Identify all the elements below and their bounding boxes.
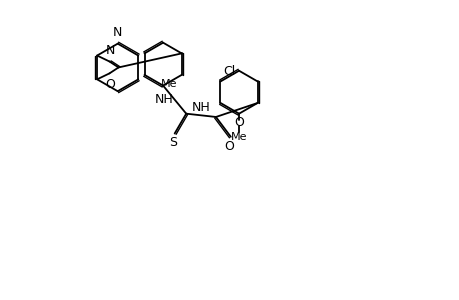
Text: S: S [168,136,177,149]
Text: NH: NH [191,101,210,114]
Text: N: N [113,26,122,39]
Text: N: N [105,44,115,57]
Text: Me: Me [161,79,177,89]
Text: NH: NH [154,93,173,106]
Text: Cl: Cl [223,65,235,78]
Text: O: O [224,140,234,153]
Text: O: O [105,78,115,91]
Text: O: O [234,116,243,129]
Text: Me: Me [230,132,247,142]
